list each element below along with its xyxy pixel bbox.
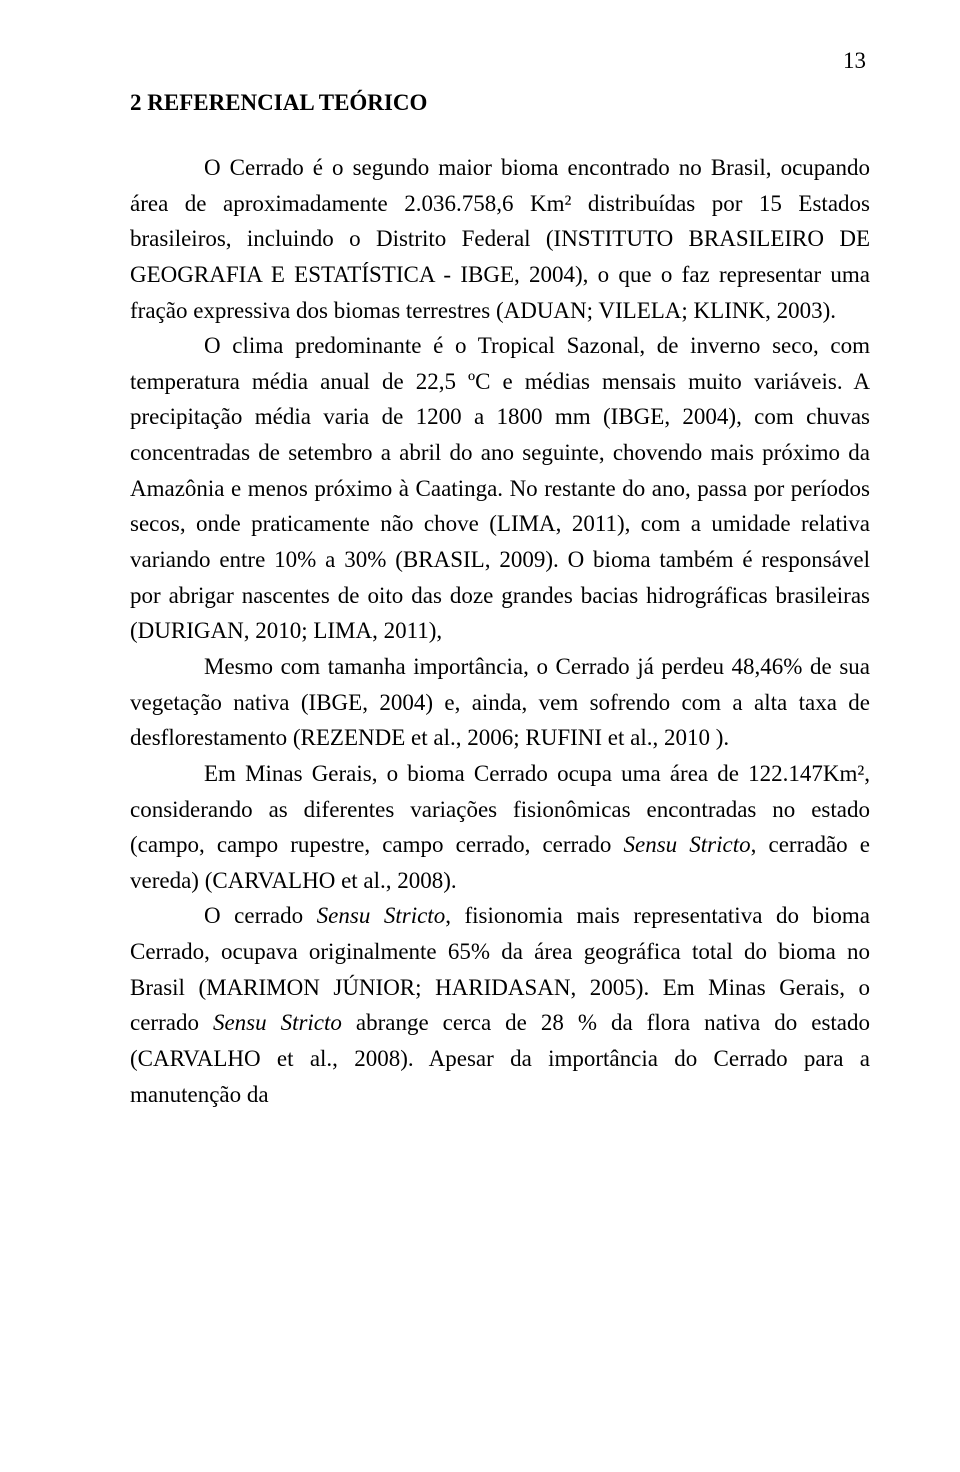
page-container: 13 2 REFERENCIAL TEÓRICO O Cerrado é o s… [0,0,960,1472]
section-heading: 2 REFERENCIAL TEÓRICO [130,90,870,116]
body-paragraph-3: Mesmo com tamanha importância, o Cerrado… [130,649,870,756]
body-paragraph-4: Em Minas Gerais, o bioma Cerrado ocupa u… [130,756,870,899]
italic-text: Sensu Stricto [317,903,446,928]
body-paragraph-5: O cerrado Sensu Stricto, fisionomia mais… [130,898,870,1112]
text-run: O cerrado [204,903,317,928]
page-number: 13 [843,48,866,74]
italic-text: Sensu Stricto [624,832,751,857]
body-paragraph-1: O Cerrado é o segundo maior bioma encont… [130,150,870,328]
italic-text: Sensu Stricto [213,1010,342,1035]
body-paragraph-2: O clima predominante é o Tropical Sazona… [130,328,870,649]
